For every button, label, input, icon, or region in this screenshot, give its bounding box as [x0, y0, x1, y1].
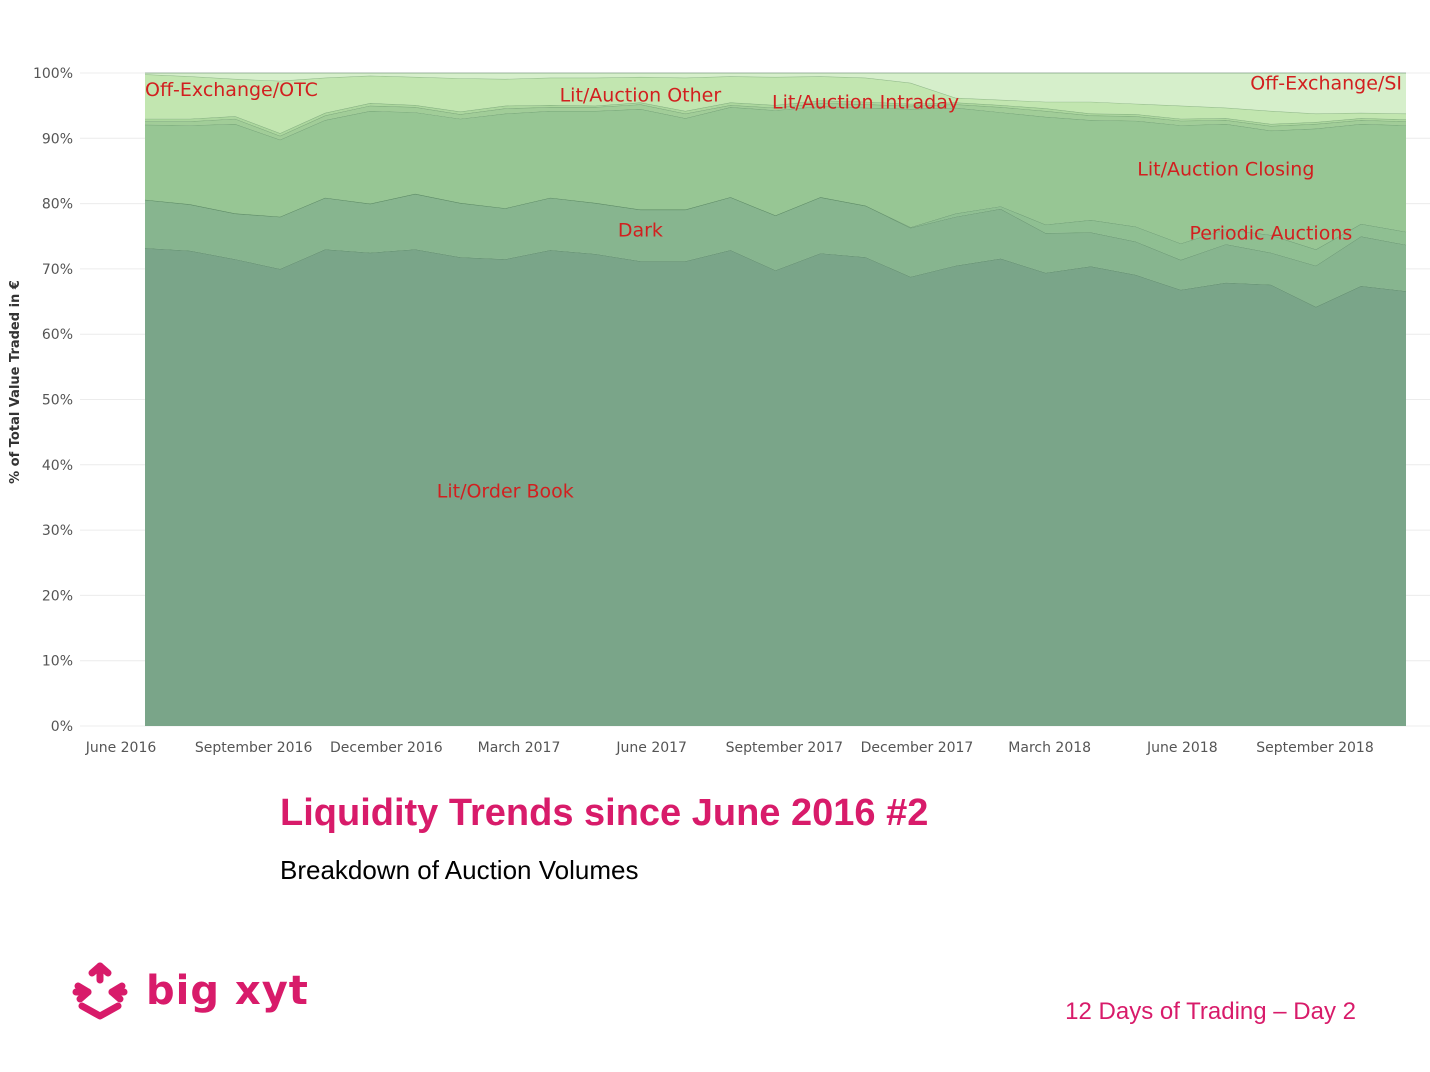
x-tick-label: June 2018: [1146, 740, 1218, 756]
area-lit-order-book: [145, 248, 1406, 726]
x-tick-label: March 2018: [1008, 740, 1091, 756]
series-label: Lit/Auction Closing: [1137, 159, 1314, 181]
x-axis-ticks: June 2016 September 2016 December 2016 Marc…: [85, 740, 1374, 756]
series-label: Lit/Auction Intraday: [772, 91, 959, 113]
y-tick-label: 90%: [42, 131, 73, 147]
big-xyt-logo-icon: [72, 962, 128, 1020]
area-dark: [145, 193, 1406, 307]
area-off-exchange-si: [145, 73, 1406, 114]
x-tick-label: June 2017: [615, 740, 687, 756]
area-lit-auction-intraday: [145, 103, 1406, 140]
series-label: Off-Exchange/SI: [1250, 72, 1402, 94]
y-tick-label: 20%: [42, 588, 73, 604]
x-tick-label: September 2018: [1256, 740, 1373, 756]
series-label: Periodic Auctions: [1189, 223, 1352, 245]
series-labels: Lit/Order Book Dark Periodic Auctions Lit/A…: [145, 72, 1402, 502]
y-tick-label: 40%: [42, 458, 73, 474]
y-axis-label: % of Total Value Traded in €: [8, 280, 23, 484]
x-tick-label: June 2016: [85, 740, 157, 756]
page-subtitle: Breakdown of Auction Volumes: [280, 855, 639, 885]
x-tick-label: September 2016: [195, 740, 313, 756]
x-tick-label: March 2017: [478, 740, 561, 756]
y-axis-ticks: 0% 10% 20% 30% 40% 50% 60% 70% 80% 90% 100%: [33, 66, 73, 735]
area-off-exchange-otc: [145, 74, 1406, 134]
area-lit-auction-other: [145, 100, 1406, 136]
x-tick-label: September 2017: [726, 740, 843, 756]
series-label: Off-Exchange/OTC: [145, 79, 318, 101]
y-tick-label: 100%: [33, 66, 73, 82]
brand-logo: big xyt: [72, 962, 309, 1020]
y-tick-label: 0%: [51, 719, 73, 735]
y-tick-label: 80%: [42, 197, 73, 213]
series-label: Dark: [618, 219, 663, 241]
x-tick-label: December 2017: [861, 740, 974, 756]
x-tick-label: December 2016: [330, 740, 443, 756]
footer-text: 12 Days of Trading – Day 2: [1065, 998, 1356, 1025]
y-tick-label: 70%: [42, 262, 73, 278]
page-title: Liquidity Trends since June 2016 #2: [280, 792, 929, 834]
area-lit-auction-closing: [145, 106, 1406, 250]
y-tick-label: 30%: [42, 523, 73, 539]
brand-name: big xyt: [146, 968, 309, 1014]
y-tick-label: 50%: [42, 393, 73, 409]
y-tick-label: 10%: [42, 654, 73, 670]
series-label: Lit/Auction Other: [560, 85, 722, 107]
area-chart: 0% 10% 20% 30% 40% 50% 60% 70% 80% 90% 100% June 2…: [8, 66, 1430, 756]
series-label: Lit/Order Book: [437, 480, 574, 502]
y-tick-label: 60%: [42, 327, 73, 343]
series-areas: [144, 72, 1407, 726]
